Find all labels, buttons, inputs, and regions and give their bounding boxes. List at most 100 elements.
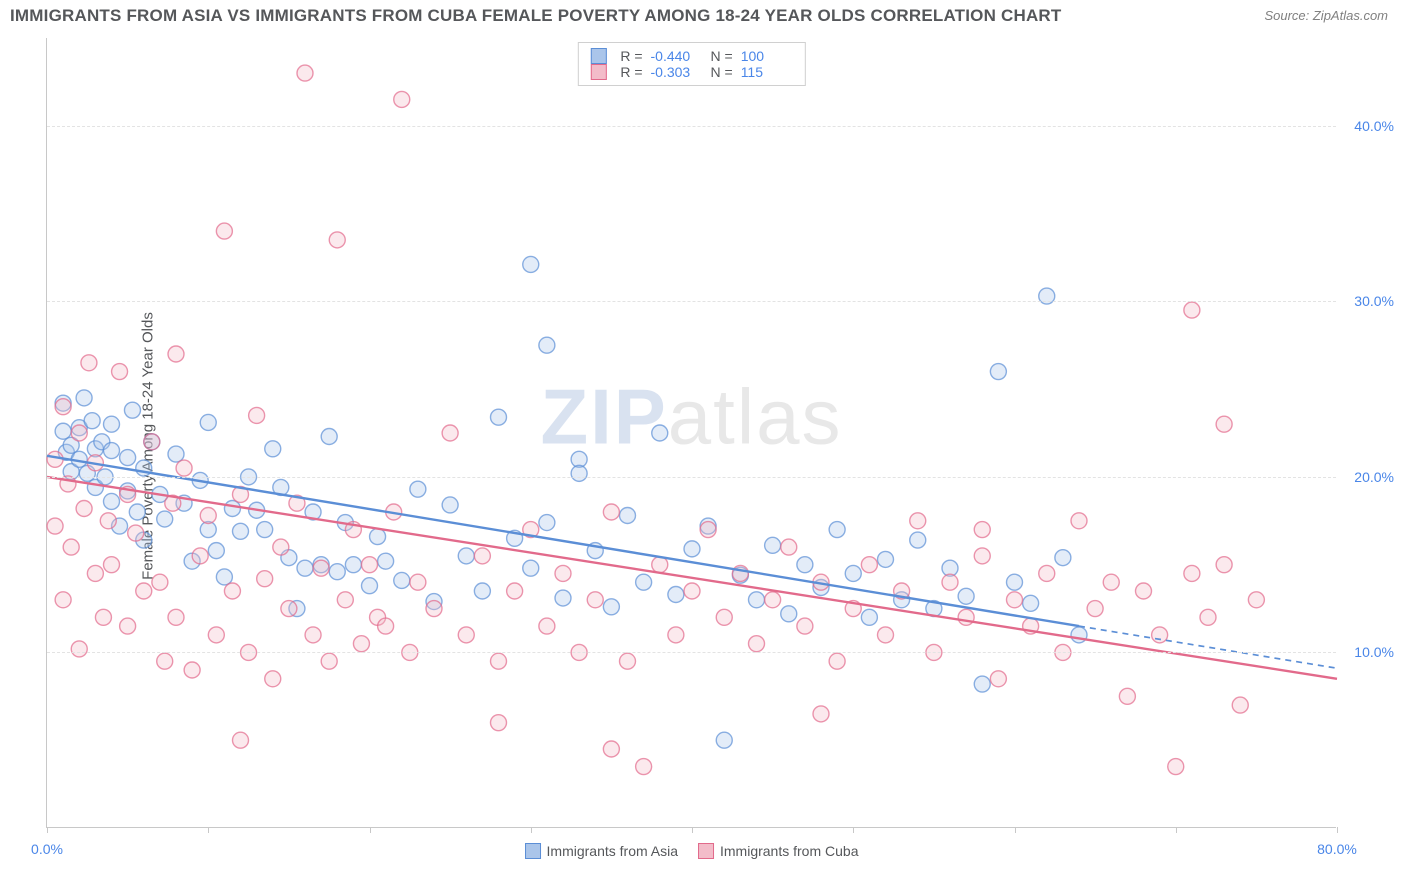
data-point bbox=[216, 569, 232, 585]
data-point bbox=[208, 543, 224, 559]
source-label: Source: ZipAtlas.com bbox=[1264, 8, 1388, 23]
data-point bbox=[539, 337, 555, 353]
data-point bbox=[797, 618, 813, 634]
data-point bbox=[233, 523, 249, 539]
data-point bbox=[337, 592, 353, 608]
data-point bbox=[168, 609, 184, 625]
x-tick bbox=[853, 827, 854, 833]
data-point bbox=[1007, 574, 1023, 590]
data-point bbox=[394, 572, 410, 588]
data-point bbox=[362, 557, 378, 573]
data-point bbox=[1071, 513, 1087, 529]
data-point bbox=[249, 407, 265, 423]
data-point bbox=[974, 522, 990, 538]
r-value-cuba: -0.303 bbox=[651, 64, 703, 80]
data-point bbox=[1055, 550, 1071, 566]
swatch-cuba-icon bbox=[698, 843, 714, 859]
swatch-asia-icon bbox=[525, 843, 541, 859]
gridline bbox=[47, 301, 1336, 302]
data-point bbox=[620, 653, 636, 669]
data-point bbox=[394, 91, 410, 107]
stats-row: R = -0.440 N = 100 bbox=[590, 48, 792, 64]
legend-label: Immigrants from Cuba bbox=[720, 843, 858, 859]
data-point bbox=[1184, 565, 1200, 581]
data-point bbox=[87, 565, 103, 581]
data-point bbox=[1119, 688, 1135, 704]
data-point bbox=[829, 522, 845, 538]
data-point bbox=[224, 500, 240, 516]
data-point bbox=[749, 636, 765, 652]
x-tick-label: 0.0% bbox=[31, 841, 63, 857]
trend-line bbox=[47, 477, 1337, 679]
data-point bbox=[1023, 595, 1039, 611]
data-point bbox=[620, 508, 636, 524]
data-point bbox=[1216, 416, 1232, 432]
data-point bbox=[990, 364, 1006, 380]
data-point bbox=[910, 532, 926, 548]
data-point bbox=[474, 548, 490, 564]
x-tick bbox=[1015, 827, 1016, 833]
data-point bbox=[797, 557, 813, 573]
data-point bbox=[192, 548, 208, 564]
data-point bbox=[345, 557, 361, 573]
data-point bbox=[990, 671, 1006, 687]
chart-title: IMMIGRANTS FROM ASIA VS IMMIGRANTS FROM … bbox=[10, 6, 1061, 26]
r-value-asia: -0.440 bbox=[651, 48, 703, 64]
data-point bbox=[104, 416, 120, 432]
data-point bbox=[507, 583, 523, 599]
data-point bbox=[603, 504, 619, 520]
data-point bbox=[76, 390, 92, 406]
data-point bbox=[474, 583, 490, 599]
data-point bbox=[458, 548, 474, 564]
data-point bbox=[321, 429, 337, 445]
x-tick-label: 80.0% bbox=[1317, 841, 1357, 857]
data-point bbox=[95, 609, 111, 625]
data-point bbox=[273, 539, 289, 555]
data-point bbox=[1152, 627, 1168, 643]
data-point bbox=[265, 441, 281, 457]
data-point bbox=[104, 493, 120, 509]
data-point bbox=[55, 592, 71, 608]
swatch-asia bbox=[590, 48, 606, 64]
data-point bbox=[71, 641, 87, 657]
data-point bbox=[120, 618, 136, 634]
data-point bbox=[71, 425, 87, 441]
y-tick-label: 40.0% bbox=[1354, 118, 1394, 134]
data-point bbox=[257, 522, 273, 538]
data-point bbox=[603, 599, 619, 615]
data-point bbox=[104, 443, 120, 459]
data-point bbox=[845, 565, 861, 581]
y-tick-label: 10.0% bbox=[1354, 644, 1394, 660]
data-point bbox=[233, 732, 249, 748]
data-point bbox=[587, 592, 603, 608]
data-point bbox=[208, 627, 224, 643]
data-point bbox=[55, 423, 71, 439]
x-tick bbox=[208, 827, 209, 833]
data-point bbox=[878, 627, 894, 643]
data-point bbox=[76, 500, 92, 516]
data-point bbox=[1103, 574, 1119, 590]
data-point bbox=[668, 587, 684, 603]
data-point bbox=[636, 574, 652, 590]
plot-area: ZIPatlas R = -0.440 N = 100 R = -0.303 N… bbox=[46, 38, 1336, 828]
data-point bbox=[168, 346, 184, 362]
data-point bbox=[829, 653, 845, 669]
data-point bbox=[1007, 592, 1023, 608]
data-point bbox=[297, 560, 313, 576]
data-point bbox=[555, 565, 571, 581]
data-point bbox=[281, 601, 297, 617]
data-point bbox=[329, 564, 345, 580]
n-value-cuba: 115 bbox=[741, 64, 793, 80]
data-point bbox=[157, 653, 173, 669]
series-legend: Immigrants from Asia Immigrants from Cub… bbox=[525, 843, 859, 859]
data-point bbox=[378, 553, 394, 569]
y-tick-label: 30.0% bbox=[1354, 293, 1394, 309]
data-point bbox=[1232, 697, 1248, 713]
data-point bbox=[426, 601, 442, 617]
data-point bbox=[555, 590, 571, 606]
data-point bbox=[765, 592, 781, 608]
n-value-asia: 100 bbox=[741, 48, 793, 64]
data-point bbox=[124, 402, 140, 418]
data-point bbox=[458, 627, 474, 643]
data-point bbox=[910, 513, 926, 529]
